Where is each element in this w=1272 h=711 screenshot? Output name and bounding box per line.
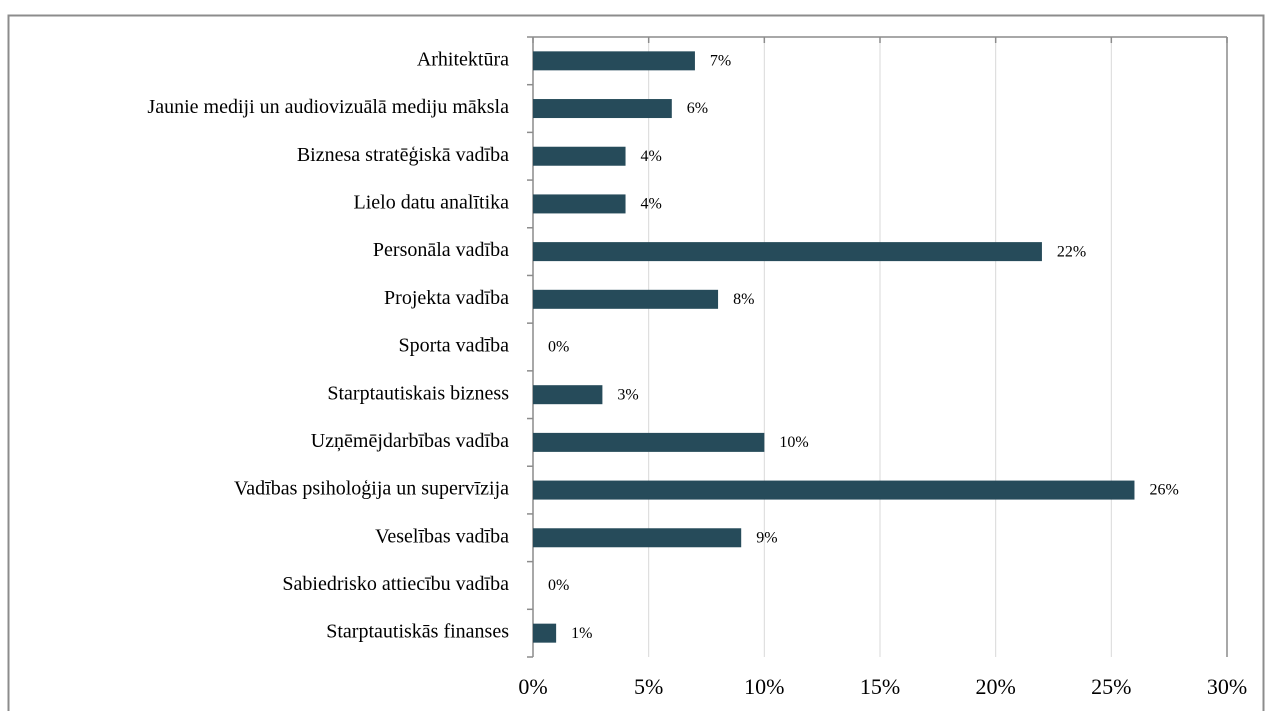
- frame: [7, 14, 1265, 711]
- value-label: 7%: [710, 53, 731, 70]
- bar: [533, 99, 672, 119]
- category-label: Jaunie mediji un audiovizuālā mediju māk…: [147, 96, 509, 118]
- x-tick-label: 20%: [976, 674, 1016, 699]
- value-label: 9%: [756, 529, 777, 546]
- bar: [533, 146, 626, 166]
- x-tick-label: 25%: [1091, 674, 1131, 699]
- bar: [533, 51, 695, 71]
- category-label: Personāla vadība: [373, 239, 509, 261]
- x-tick-label: 5%: [634, 674, 663, 699]
- category-label: Sabiedrisko attiecību vadība: [282, 573, 509, 595]
- value-label: 22%: [1057, 243, 1086, 260]
- bar: [533, 432, 765, 452]
- x-tick-label: 30%: [1207, 674, 1247, 699]
- value-label: 1%: [571, 625, 592, 642]
- bar: [533, 385, 603, 405]
- bar: [533, 623, 557, 643]
- category-label: Vadības psiholoģija un supervīzija: [234, 478, 509, 500]
- bar: [533, 289, 719, 309]
- value-label: 4%: [641, 196, 662, 213]
- value-label: 0%: [548, 339, 569, 356]
- value-label: 3%: [617, 386, 638, 403]
- category-label: Starptautiskais bizness: [327, 382, 509, 404]
- bar: [533, 528, 742, 548]
- x-tick-label: 0%: [518, 674, 547, 699]
- value-label: 4%: [641, 148, 662, 165]
- category-label: Biznesa stratēģiskā vadība: [297, 144, 509, 166]
- value-label: 10%: [779, 434, 808, 451]
- category-label: Projekta vadība: [384, 287, 509, 309]
- category-label: Lielo datu analītika: [354, 192, 510, 214]
- value-label: 6%: [687, 100, 708, 117]
- category-label: Veselības vadība: [375, 525, 509, 547]
- x-tick-label: 10%: [744, 674, 784, 699]
- value-label: 26%: [1149, 482, 1178, 499]
- category-label: Arhitektūra: [417, 48, 509, 70]
- bar: [533, 242, 1042, 262]
- category-label: Starptautiskās finanses: [326, 621, 509, 643]
- value-label: 0%: [548, 577, 569, 594]
- category-label: Uzņēmējdarbības vadība: [311, 430, 509, 452]
- category-label: Sporta vadība: [398, 335, 509, 357]
- bar: [533, 480, 1135, 500]
- bar: [533, 194, 626, 214]
- x-tick-label: 15%: [860, 674, 900, 699]
- value-label: 8%: [733, 291, 754, 308]
